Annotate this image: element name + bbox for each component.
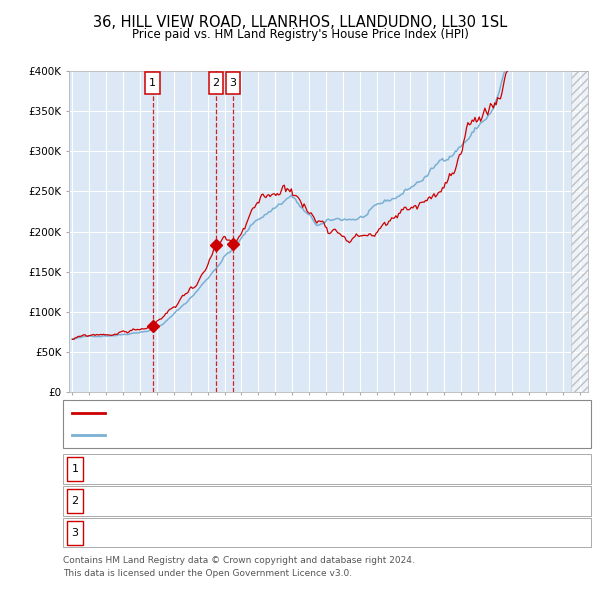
Text: 05-OCT-1999: 05-OCT-1999 [114, 464, 187, 474]
Text: 03-JUL-2003: 03-JUL-2003 [114, 496, 182, 506]
Text: 1: 1 [71, 464, 79, 474]
Text: £183,000: £183,000 [261, 496, 314, 506]
Text: 09-JUL-2004: 09-JUL-2004 [114, 528, 182, 537]
Text: 36, HILL VIEW ROAD, LLANRHOS, LLANDUDNO, LL30 1SL: 36, HILL VIEW ROAD, LLANRHOS, LLANDUDNO,… [93, 15, 507, 30]
Text: HPI: Average price, detached house, Conwy: HPI: Average price, detached house, Conw… [112, 430, 340, 440]
Text: 3: 3 [71, 528, 79, 537]
Text: 2: 2 [71, 496, 79, 506]
Text: 36, HILL VIEW ROAD, LLANRHOS, LLANDUDNO, LL30 1SL (detached house): 36, HILL VIEW ROAD, LLANRHOS, LLANDUDNO,… [112, 408, 502, 418]
Text: 1: 1 [149, 78, 156, 88]
Text: 3: 3 [229, 78, 236, 88]
Text: £82,000: £82,000 [261, 464, 307, 474]
Text: Price paid vs. HM Land Registry's House Price Index (HPI): Price paid vs. HM Land Registry's House … [131, 28, 469, 41]
Text: This data is licensed under the Open Government Licence v3.0.: This data is licensed under the Open Gov… [63, 569, 352, 578]
Text: 2: 2 [212, 78, 220, 88]
Text: 33% ↑ HPI: 33% ↑ HPI [381, 496, 440, 506]
Text: Contains HM Land Registry data © Crown copyright and database right 2024.: Contains HM Land Registry data © Crown c… [63, 556, 415, 565]
Text: 5% ↑ HPI: 5% ↑ HPI [381, 464, 433, 474]
Text: £185,000: £185,000 [261, 528, 314, 537]
Text: 6% ↑ HPI: 6% ↑ HPI [381, 528, 433, 537]
